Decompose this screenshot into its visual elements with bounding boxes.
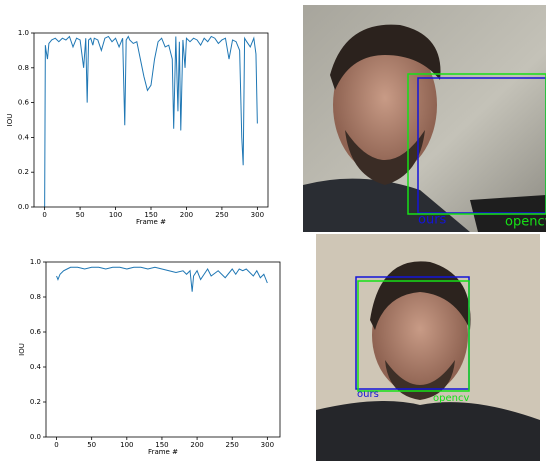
axes-frame xyxy=(45,261,281,438)
x-axis-label: Frame # xyxy=(136,218,166,226)
box-label-ours: ours xyxy=(418,213,447,228)
y-tick-label: 0.2 xyxy=(30,398,41,406)
x-tick-label: 0 xyxy=(54,441,58,449)
x-tick-label: 50 xyxy=(76,211,85,219)
x-tick-label: 0 xyxy=(42,211,46,219)
box-label-opencv: opencv xyxy=(505,215,546,230)
y-tick-label: 0.6 xyxy=(18,99,30,107)
axes-frame xyxy=(33,32,269,208)
detection-box-opencv xyxy=(357,280,470,392)
x-tick-label: 300 xyxy=(251,211,264,219)
y-axis-label: IOU xyxy=(6,114,14,127)
y-tick-label: 0.2 xyxy=(18,168,29,176)
x-tick-label: 100 xyxy=(120,441,133,449)
x-axis-label: Frame # xyxy=(148,448,178,456)
y-tick-label: 0.4 xyxy=(30,363,42,371)
y-tick-label: 0.6 xyxy=(30,328,42,336)
y-tick-label: 0.8 xyxy=(30,293,41,301)
photo-bottom xyxy=(316,234,540,461)
detection-box-opencv xyxy=(407,73,546,215)
x-tick-label: 200 xyxy=(180,211,193,219)
x-tick-label: 100 xyxy=(109,211,122,219)
y-tick-label: 1.0 xyxy=(18,29,29,37)
y-tick-label: 0.4 xyxy=(18,133,30,141)
y-tick-label: 0.8 xyxy=(18,64,29,72)
data-line xyxy=(56,266,268,292)
x-tick-label: 250 xyxy=(215,211,228,219)
x-tick-label: 50 xyxy=(87,441,96,449)
x-tick-label: 150 xyxy=(155,441,168,449)
y-tick-label: 1.0 xyxy=(30,258,41,266)
box-label-ours: ours xyxy=(357,389,379,400)
photo-top xyxy=(303,5,546,232)
detection-box-ours xyxy=(417,77,546,214)
y-axis-label: IOU xyxy=(18,343,26,356)
x-tick-label: 300 xyxy=(261,441,274,449)
box-label-opencv: opencv xyxy=(433,393,469,404)
x-tick-label: 150 xyxy=(144,211,157,219)
x-tick-label: 250 xyxy=(226,441,239,449)
y-tick-label: 0.0 xyxy=(30,433,41,441)
data-line xyxy=(44,35,258,208)
x-tick-label: 200 xyxy=(190,441,203,449)
y-tick-label: 0.0 xyxy=(18,203,29,211)
